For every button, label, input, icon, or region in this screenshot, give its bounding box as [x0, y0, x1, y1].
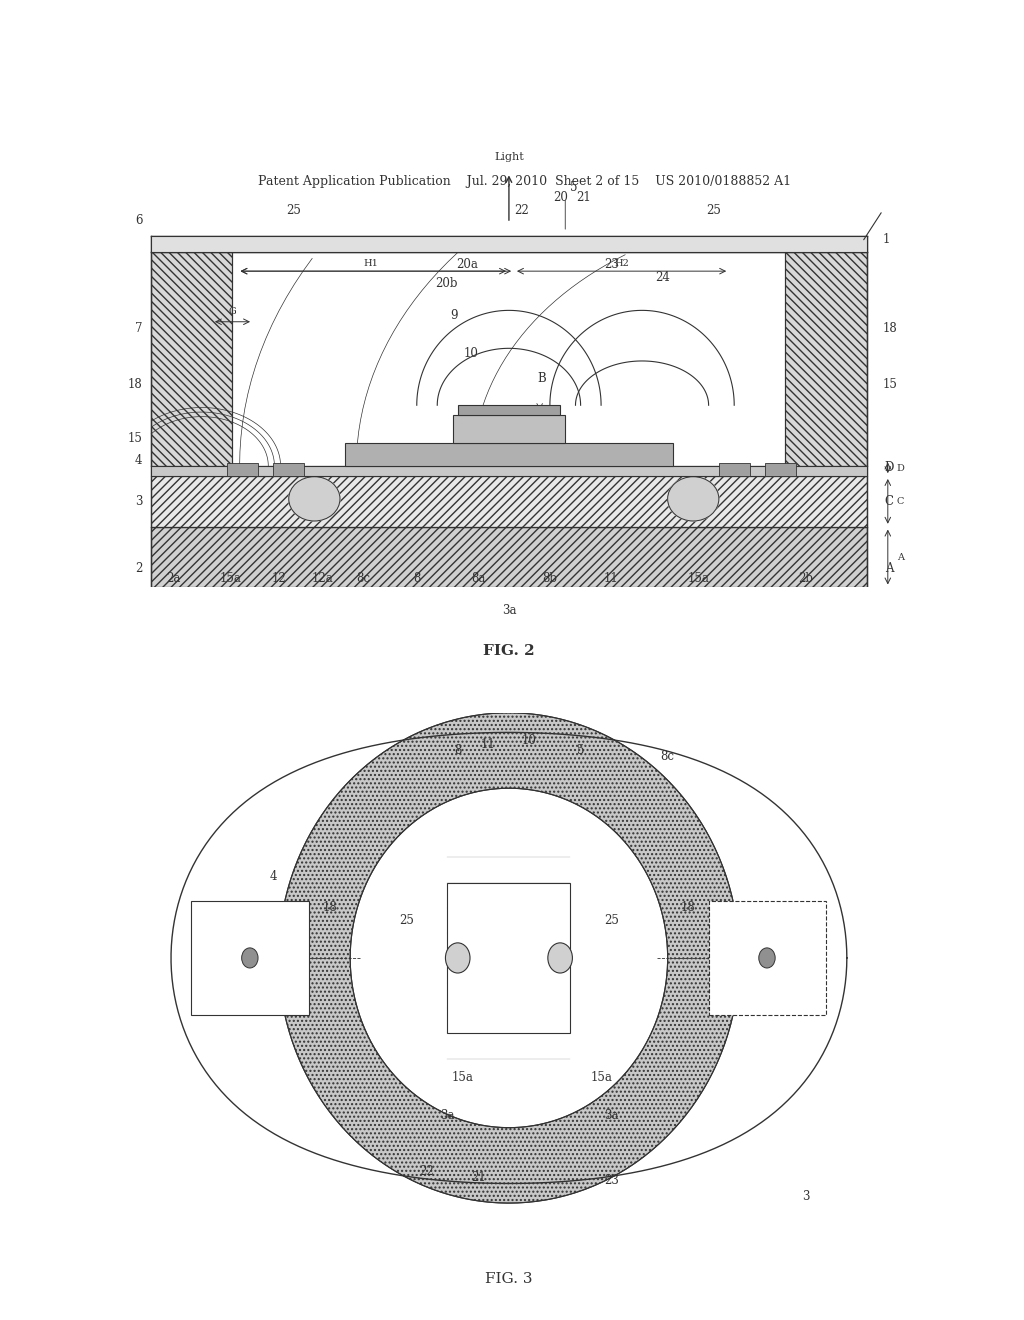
Bar	[709, 902, 826, 1015]
Text: C: C	[885, 495, 894, 508]
Text: 8: 8	[413, 572, 421, 585]
Text: Light: Light	[494, 152, 524, 162]
Text: 15a: 15a	[687, 572, 710, 585]
Bar	[458, 405, 560, 416]
Text: 5: 5	[577, 744, 585, 756]
Text: E: E	[521, 422, 527, 430]
Ellipse shape	[289, 477, 340, 521]
Text: 8: 8	[454, 744, 462, 756]
Text: 2a: 2a	[166, 572, 180, 585]
Circle shape	[242, 948, 258, 968]
Text: 3: 3	[802, 1191, 810, 1204]
Text: D: D	[885, 461, 894, 474]
Text: 25: 25	[604, 913, 618, 927]
Text: 11: 11	[481, 738, 496, 751]
Bar	[151, 477, 867, 527]
Text: 24: 24	[655, 271, 670, 284]
Bar	[151, 527, 867, 587]
Text: 18: 18	[681, 902, 695, 915]
Text: 7: 7	[135, 322, 142, 334]
Text: G: G	[228, 308, 237, 315]
Bar	[151, 466, 867, 477]
Text: 21: 21	[577, 191, 591, 205]
Text: 15a: 15a	[219, 572, 242, 585]
Text: 5: 5	[569, 181, 578, 194]
Bar	[447, 883, 570, 1034]
Text: 4: 4	[135, 454, 142, 467]
Bar	[273, 463, 304, 477]
PathPatch shape	[279, 713, 739, 1203]
Text: 22: 22	[514, 203, 528, 216]
Text: A: A	[897, 553, 903, 561]
Text: 6: 6	[135, 214, 142, 227]
Text: 18: 18	[323, 902, 337, 915]
Text: 11: 11	[604, 572, 618, 585]
Text: 15: 15	[883, 379, 898, 392]
Text: A: A	[885, 562, 893, 576]
Text: 20b: 20b	[435, 277, 458, 290]
Text: 12: 12	[271, 572, 286, 585]
Text: FIG. 3: FIG. 3	[485, 1271, 532, 1286]
Text: B: B	[538, 372, 547, 385]
Text: 18: 18	[883, 322, 897, 334]
Text: Patent Application Publication    Jul. 29, 2010  Sheet 2 of 15    US 2010/018885: Patent Application Publication Jul. 29, …	[258, 176, 792, 187]
Text: F: F	[549, 405, 555, 413]
Text: H1: H1	[364, 259, 378, 268]
Text: 15a: 15a	[452, 1071, 474, 1084]
Text: 21: 21	[471, 1171, 485, 1184]
Text: 8c: 8c	[356, 572, 371, 585]
Bar	[151, 236, 867, 252]
Text: 22: 22	[420, 1166, 434, 1179]
Text: FIG. 2: FIG. 2	[483, 644, 535, 657]
Circle shape	[445, 942, 470, 973]
Text: 3a: 3a	[604, 1109, 618, 1122]
Text: 2b: 2b	[799, 572, 813, 585]
Bar	[785, 252, 867, 466]
Ellipse shape	[668, 477, 719, 521]
Bar	[151, 252, 232, 466]
Text: C: C	[896, 496, 904, 506]
Text: 3a: 3a	[502, 603, 516, 616]
Text: 8b: 8b	[543, 572, 557, 585]
Bar	[765, 463, 796, 477]
Text: 3a: 3a	[440, 1109, 455, 1122]
Circle shape	[759, 948, 775, 968]
Bar	[345, 444, 673, 466]
Text: 10: 10	[522, 734, 537, 747]
Text: H2: H2	[614, 259, 629, 268]
Bar	[191, 902, 309, 1015]
Text: 1: 1	[883, 234, 890, 246]
Text: 2: 2	[135, 562, 142, 576]
Text: 23: 23	[604, 1173, 618, 1187]
Text: 25: 25	[287, 203, 301, 216]
Text: 20: 20	[553, 191, 567, 205]
Text: 18: 18	[128, 379, 142, 392]
Text: 10: 10	[463, 347, 478, 360]
Text: 4: 4	[269, 870, 278, 883]
Text: 3: 3	[135, 495, 142, 508]
Bar	[453, 416, 565, 444]
Text: 8c: 8c	[660, 750, 675, 763]
Text: 25: 25	[707, 203, 721, 216]
Text: 15: 15	[778, 964, 793, 977]
Text: 25: 25	[399, 913, 414, 927]
Text: 15: 15	[127, 432, 142, 445]
Text: 9: 9	[451, 309, 458, 322]
Text: D: D	[896, 465, 904, 473]
Bar	[719, 463, 750, 477]
Text: 23: 23	[604, 259, 618, 272]
Text: 15: 15	[225, 964, 240, 977]
Text: 20a: 20a	[457, 259, 478, 272]
Text: 15a: 15a	[590, 1071, 612, 1084]
Text: 12a: 12a	[311, 572, 334, 585]
Bar	[227, 463, 258, 477]
Circle shape	[548, 942, 572, 973]
Text: 8a: 8a	[471, 572, 485, 585]
